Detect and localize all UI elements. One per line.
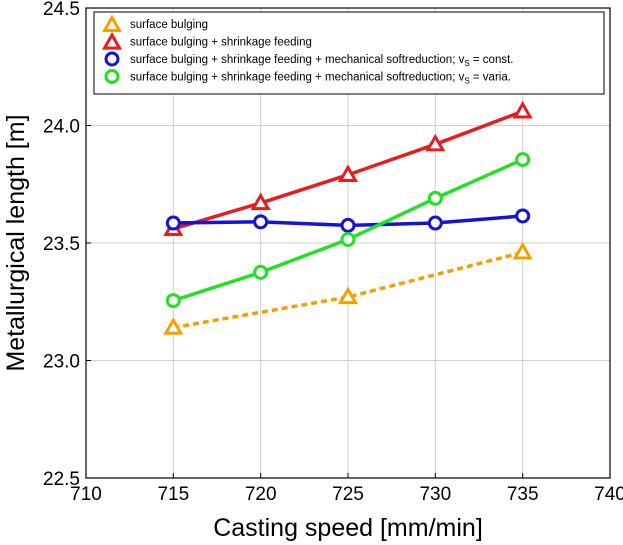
legend-item: surface bulging + shrinkage feeding + me… xyxy=(104,69,511,86)
y-tick-labels: 22.5 23.0 23.5 24.0 24.5 xyxy=(43,0,80,490)
data-point xyxy=(427,215,443,231)
legend-label-main: surface bulging xyxy=(130,19,208,31)
data-point xyxy=(253,264,269,280)
legend-label-tail: = varia. xyxy=(470,72,511,84)
data-point xyxy=(425,133,446,152)
x-axis-title: Casting speed [mm/min] xyxy=(213,514,483,542)
series-layer xyxy=(163,100,533,335)
data-point xyxy=(337,164,359,182)
legend-marker xyxy=(104,69,120,84)
legend-label-main: surface bulging + shrinkage feeding + me… xyxy=(130,54,465,66)
y-tick-label: 23.0 xyxy=(43,352,80,373)
legend-label: surface bulging xyxy=(130,19,208,31)
y-tick-label: 24.0 xyxy=(43,117,80,138)
legend-item: surface bulging + shrinkage feeding + me… xyxy=(104,51,513,68)
legend-item: surface bulging + shrinkage feeding xyxy=(101,31,312,50)
legend: surface bulging surface bulging + shrinka… xyxy=(93,11,605,95)
x-tick-label: 735 xyxy=(507,484,539,505)
data-point xyxy=(253,214,269,230)
legend-label: surface bulging + shrinkage feeding + me… xyxy=(130,54,513,68)
y-tick-label: 22.5 xyxy=(43,469,80,490)
legend-marker xyxy=(101,14,123,33)
data-point xyxy=(512,241,533,260)
data-point xyxy=(340,217,356,233)
legend-marker xyxy=(104,51,120,67)
legend-label-subscript: S xyxy=(464,59,469,68)
legend-item: surface bulging xyxy=(101,14,208,33)
data-point xyxy=(515,208,531,224)
data-point xyxy=(337,286,359,305)
data-point xyxy=(250,192,271,211)
legend-box xyxy=(93,11,605,95)
y-tick-label: 24.5 xyxy=(43,0,80,20)
data-point xyxy=(340,231,356,247)
x-tick-label: 720 xyxy=(245,484,277,505)
plot-frame xyxy=(85,7,611,479)
x-tick-label: 715 xyxy=(157,484,189,505)
x-tick-label: 725 xyxy=(332,484,364,505)
x-tick-label: 710 xyxy=(70,484,102,505)
legend-label: surface bulging + shrinkage feeding xyxy=(130,37,312,49)
data-point xyxy=(163,317,184,335)
x-tick-labels: 710 715 720 725 730 735 740 xyxy=(70,484,623,505)
legend-marker xyxy=(101,31,123,50)
series-4 xyxy=(165,152,531,309)
legend-label-subscript: S xyxy=(464,77,469,86)
data-point xyxy=(512,100,533,119)
series-1 xyxy=(163,241,533,335)
data-point xyxy=(427,190,443,206)
y-tick-label: 23.5 xyxy=(43,234,80,255)
data-point xyxy=(515,152,531,168)
legend-label-main: surface bulging + shrinkage feeding + me… xyxy=(130,72,465,84)
legend-label-tail: = const. xyxy=(470,54,514,66)
x-tick-label: 740 xyxy=(594,484,623,505)
y-axis-title: Metallurgical length [m] xyxy=(2,114,30,371)
data-point xyxy=(165,293,181,309)
data-point xyxy=(165,215,181,231)
x-tick-label: 730 xyxy=(419,484,451,505)
legend-label: surface bulging + shrinkage feeding + me… xyxy=(130,72,511,86)
series-3 xyxy=(165,208,531,233)
legend-label-main: surface bulging + shrinkage feeding xyxy=(130,37,312,49)
